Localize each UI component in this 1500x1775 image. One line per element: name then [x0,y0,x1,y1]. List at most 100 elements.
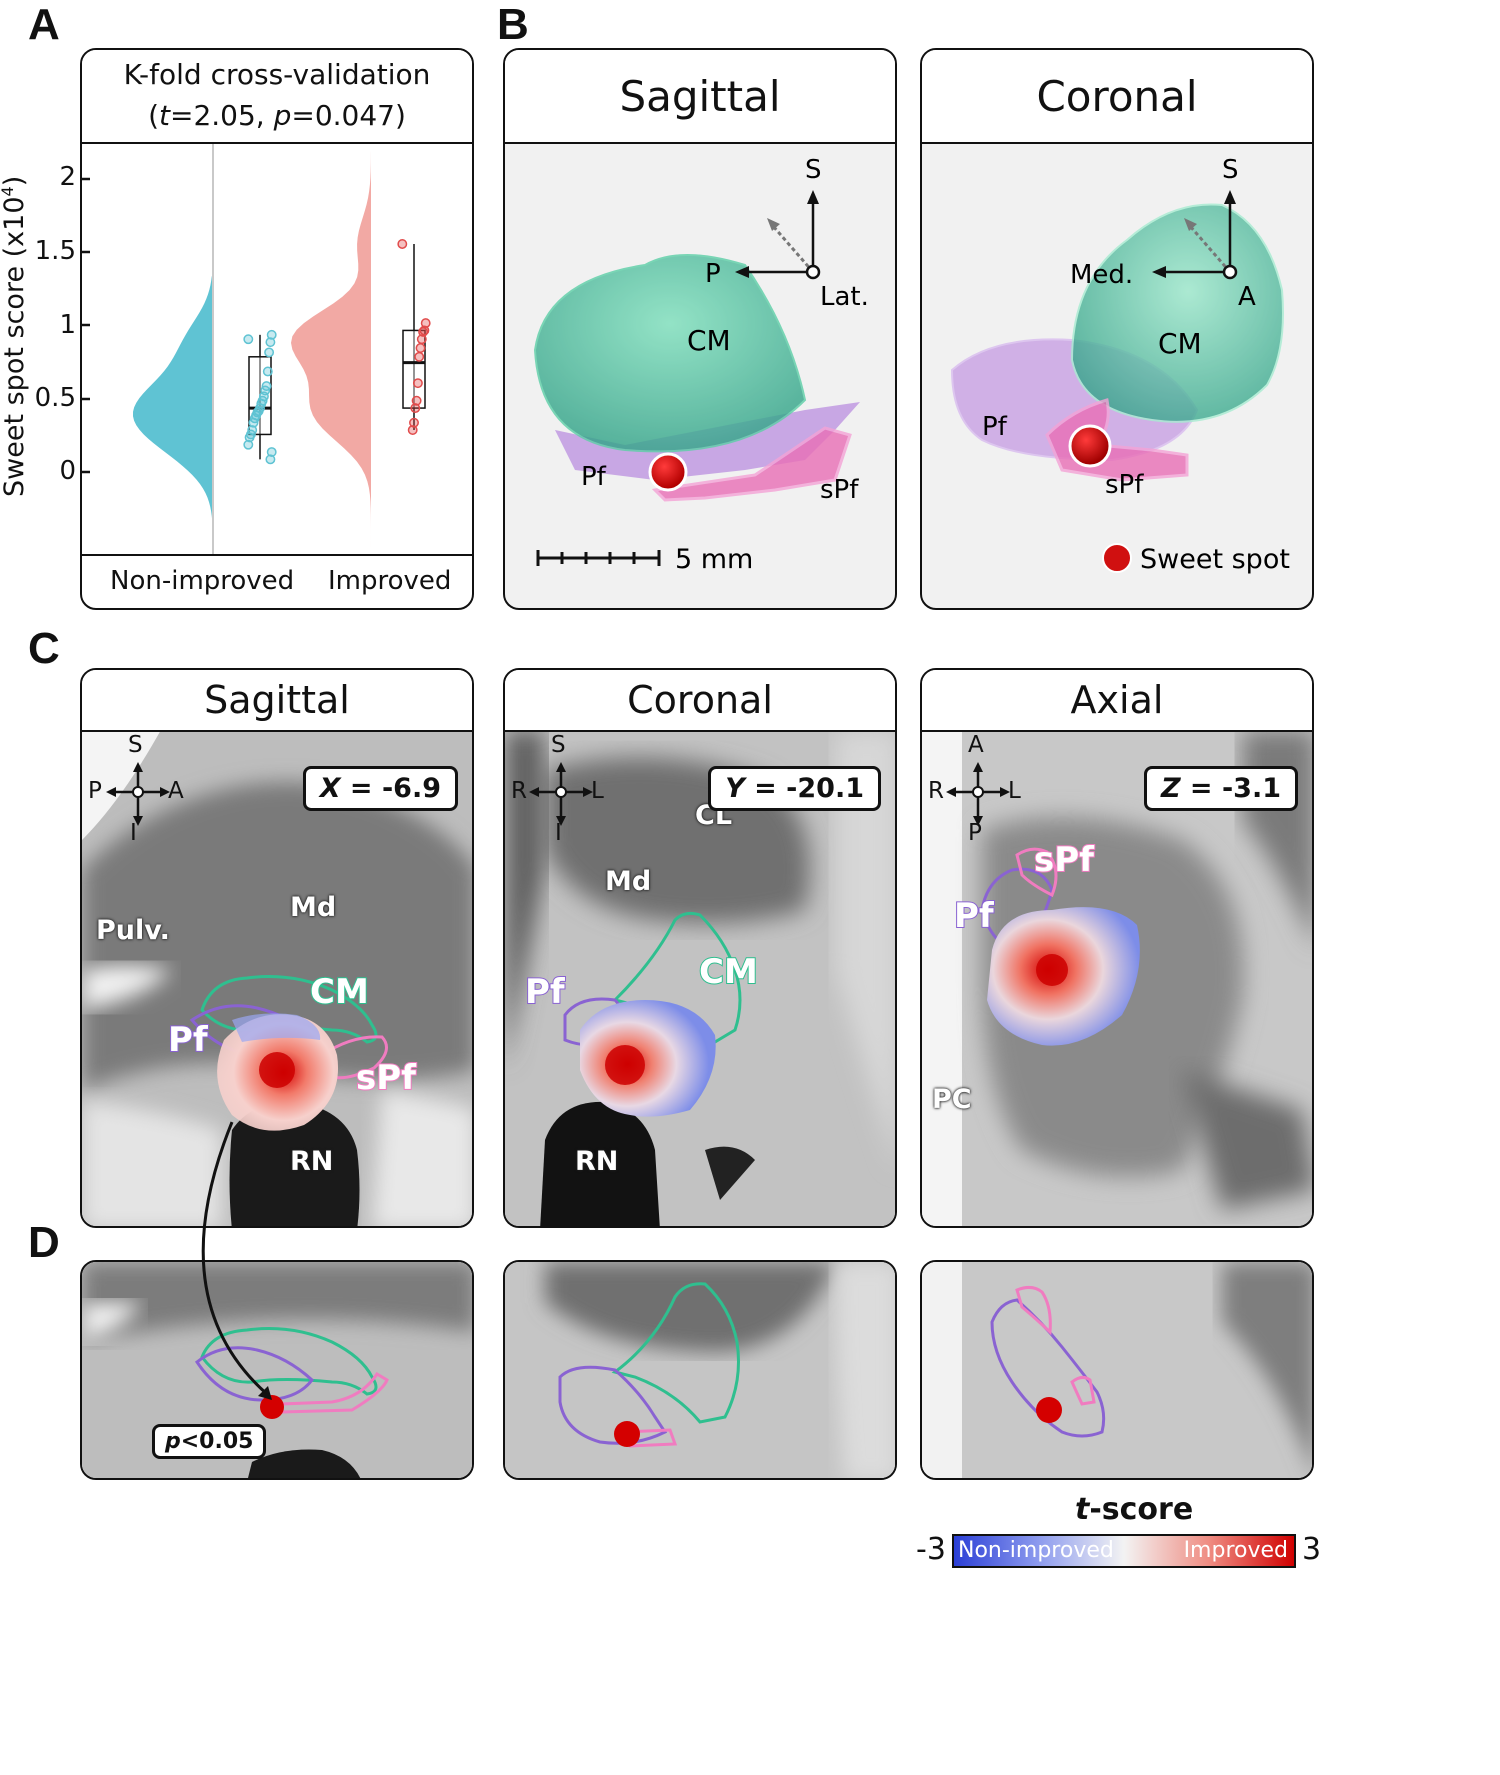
panel-c-coronal: Coronal S I R L Y = -20.1 CL Md CM Pf RN [503,668,897,1228]
label-cm: CM [687,324,731,357]
data-point [244,432,255,443]
coronal-3d-render: CM Pf sPf S Med. A Sweet spot [950,155,1290,575]
pval-box: p<0.05 [152,1424,267,1459]
panel-title: Coronal [1036,71,1198,121]
coord-box: Y = -20.1 [708,766,881,811]
category-label-improved: Improved [328,566,452,596]
data-point [418,326,429,337]
violin-improved [291,151,371,548]
legend-label: Sweet spot [1140,544,1290,575]
box-iqr [402,329,426,409]
label-spf: sPf [820,475,859,505]
spf-outline [280,1371,389,1414]
panel-a-chart: K-fold cross-validation (t=2.05, p=0.047… [80,48,474,610]
panel-title: Sagittal [204,678,350,722]
pf-outline [990,1298,1106,1438]
colorbar: Non-improved Improved [952,1534,1296,1568]
y-axis-ticks [80,177,90,474]
cm-outline [611,1282,740,1424]
label-cm: CM [309,971,370,1013]
label-spf: sPf [1033,839,1095,881]
data-point [407,425,418,435]
label-md: Md [290,892,337,923]
dir-i: I [130,820,137,846]
y-tick-labels: 2 1.5 1 0.5 0 [32,0,76,600]
rn-region [540,1101,660,1226]
y-tick: 2 [59,162,76,192]
label-pf: Pf [581,462,607,492]
panel-title: Sagittal [619,71,781,121]
panel-c-sagittal: Sagittal S I P A X = -6.9 Pulv. Md CM Pf… [80,668,474,1228]
coronal-zoom-slice [505,1262,895,1478]
box-violin-plot [133,142,431,554]
sagittal-3d-render: CM Pf sPf S P Lat. 5 mm [533,155,869,575]
colorbar-max: 3 [1302,1532,1322,1567]
data-point [414,351,425,362]
data-point [397,239,408,249]
dir-p: P [88,778,102,804]
dir-p: P [968,820,982,846]
legend-sweet-spot-marker [1102,543,1132,573]
data-point [264,347,275,358]
label-rn: RN [575,1146,619,1177]
panel-label-d: D [28,1218,60,1267]
data-point [411,395,422,406]
panel-label-c: C [28,624,60,673]
y-tick: 1.5 [34,236,76,266]
spf-outline [1015,847,1058,898]
panel-label-a: A [28,0,60,49]
data-point [415,343,426,353]
y-tick: 1 [59,310,76,340]
cm-nucleus-shape [533,254,807,453]
data-point [265,454,276,465]
axis-a: A [1238,282,1256,312]
data-point [420,318,431,329]
dir-s: S [128,732,143,758]
dir-l: L [591,778,604,804]
significant-cluster [614,1421,640,1447]
label-pf: Pf [953,895,995,937]
panel-c-axial: Axial A P R L Z = -3.1 sPf Pf PC [920,668,1314,1228]
label-pf: Pf [524,971,566,1013]
label-spf: sPf [1105,470,1144,500]
panel-d-sagittal: p<0.05 [80,1260,474,1480]
dir-l: L [1008,778,1021,804]
significant-cluster [1036,1397,1062,1423]
dir-a: A [968,732,984,758]
colorbar-title: t-score [1075,1492,1194,1527]
data-point [243,439,254,450]
panel-label-b: B [497,0,529,49]
label-md: Md [605,866,652,897]
data-point [243,334,254,345]
panel-title: Axial [1070,678,1164,722]
dir-a: A [168,778,184,804]
dir-r: R [511,778,527,804]
colorbar-right-label: Improved [1183,1538,1288,1563]
axis-p: P [705,259,721,289]
dir-s: S [551,732,566,758]
spf-outline [1015,1285,1052,1336]
panel-b-sagittal: Sagittal CM Pf sPf S P Lat. 5 mm [503,48,897,610]
label-pf: Pf [167,1019,209,1061]
data-point [416,334,427,345]
y-tick: 0 [59,456,76,486]
y-axis-label: Sweet spot score (x104) [0,175,30,497]
cm-nucleus-shape [1070,203,1284,423]
axis-lat: Lat. [820,282,869,312]
colorbar-min: -3 [916,1532,946,1567]
data-point [248,417,259,428]
axis-s: S [1222,155,1239,185]
label-pf: Pf [982,412,1008,442]
data-point [266,447,277,457]
data-point [409,417,419,428]
label-rn: RN [290,1146,334,1177]
axis-med: Med. [1070,260,1133,290]
pf-outline [558,1365,668,1445]
panel-title: Coronal [627,678,773,722]
axis-s: S [805,155,822,185]
axial-mri-slice [922,728,1312,1226]
label-cm: CM [698,951,759,993]
data-point [412,378,423,389]
panel-d-axial [920,1260,1314,1480]
chart-stats: (t=2.05, p=0.047) [148,99,406,132]
